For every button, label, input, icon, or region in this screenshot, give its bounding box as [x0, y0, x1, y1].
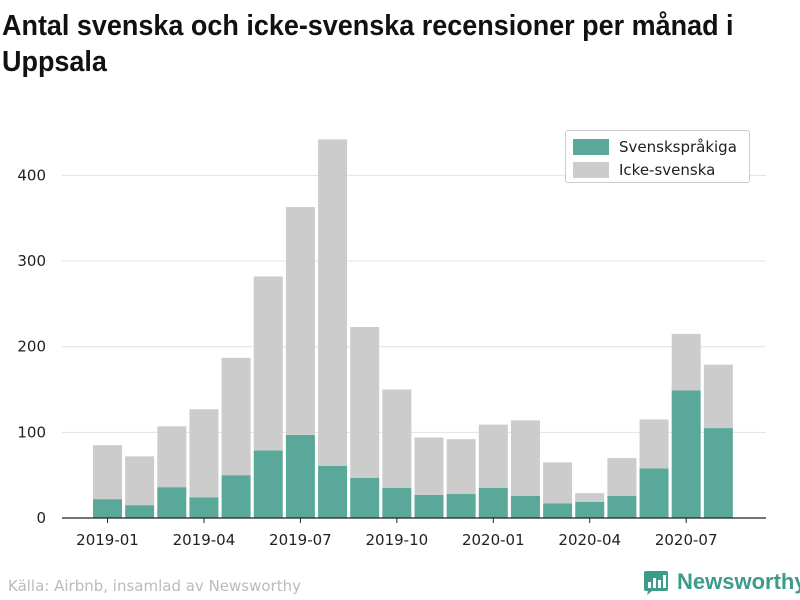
bar-svensksprakiga	[446, 494, 476, 518]
legend: Svenskspråkiga Icke-svenska	[565, 130, 750, 183]
y-tick-label: 400	[17, 166, 46, 184]
logo-text: Newsworthy	[677, 569, 800, 594]
bar-icke-svenska	[253, 276, 283, 451]
bar-svensksprakiga	[703, 428, 733, 518]
legend-swatch-icke-svenska	[573, 162, 609, 178]
bar-svensksprakiga	[350, 477, 380, 518]
bar-icke-svenska	[157, 426, 187, 488]
bar-icke-svenska	[350, 326, 380, 478]
bar-icke-svenska	[478, 424, 508, 489]
bar-svensksprakiga	[607, 495, 637, 518]
bar-icke-svenska	[543, 462, 573, 504]
bar-icke-svenska	[382, 389, 412, 489]
source-note: Källa: Airbnb, insamlad av Newsworthy	[8, 577, 301, 595]
gridlines	[62, 174, 766, 433]
bar-icke-svenska	[510, 420, 540, 496]
bar-svensksprakiga	[478, 488, 508, 518]
bar-icke-svenska	[446, 439, 476, 495]
bar-icke-svenska	[285, 207, 315, 435]
x-tick-label: 2020-07	[655, 531, 718, 549]
y-tick-label: 100	[17, 423, 46, 441]
bar-icke-svenska	[189, 409, 219, 498]
y-tick-label: 200	[17, 338, 46, 356]
legend-label-svenska: Svenskspråkiga	[619, 138, 737, 156]
bar-svensksprakiga	[414, 494, 444, 518]
bar-svensksprakiga	[382, 488, 412, 518]
legend-swatch-svenska	[573, 139, 609, 155]
y-tick-label: 300	[17, 252, 46, 270]
chart-title: Antal svenska och icke-svenska recension…	[2, 10, 734, 78]
bar-icke-svenska	[575, 493, 605, 502]
bar-svensksprakiga	[575, 501, 605, 518]
legend-item-svenska: Svenskspråkiga	[573, 138, 737, 156]
bars	[93, 139, 733, 518]
bar-svensksprakiga	[189, 497, 219, 518]
tick-labels: 0 100 200 300 400 2019-01 2019-04 2019-07 2019-1…	[17, 166, 717, 549]
bar-svensksprakiga	[93, 499, 122, 518]
bar-icke-svenska	[607, 458, 637, 496]
x-tick-label: 2019-04	[173, 531, 236, 549]
bar-icke-svenska	[414, 437, 444, 495]
legend-label-icke-svenska: Icke-svenska	[619, 161, 716, 179]
bar-svensksprakiga	[671, 390, 701, 518]
bar-svensksprakiga	[543, 503, 573, 518]
bar-icke-svenska	[671, 333, 701, 391]
x-tick-label: 2020-04	[558, 531, 621, 549]
bar-icke-svenska	[125, 456, 155, 506]
bar-icke-svenska	[318, 139, 348, 466]
bar-svensksprakiga	[221, 475, 251, 518]
x-tick-label: 2020-01	[462, 531, 525, 549]
x-tick-label: 2019-10	[366, 531, 429, 549]
bar-svensksprakiga	[639, 468, 669, 518]
bar-icke-svenska	[221, 357, 251, 476]
bar-svensksprakiga	[157, 487, 187, 518]
axes	[62, 517, 766, 523]
bar-chart-icon	[644, 571, 668, 595]
bar-svensksprakiga	[125, 505, 155, 518]
bar-icke-svenska	[639, 419, 669, 469]
legend-item-icke-svenska: Icke-svenska	[573, 161, 715, 179]
x-tick-label: 2019-07	[269, 531, 332, 549]
x-tick-label: 2019-01	[76, 531, 139, 549]
bar-svensksprakiga	[510, 495, 540, 518]
bar-svensksprakiga	[253, 450, 283, 518]
newsworthy-logo: Newsworthy	[643, 569, 800, 595]
bar-svensksprakiga	[318, 465, 348, 518]
y-tick-label: 0	[36, 509, 46, 527]
bar-svensksprakiga	[285, 434, 315, 518]
bar-icke-svenska	[93, 445, 122, 500]
bar-icke-svenska	[703, 364, 733, 429]
